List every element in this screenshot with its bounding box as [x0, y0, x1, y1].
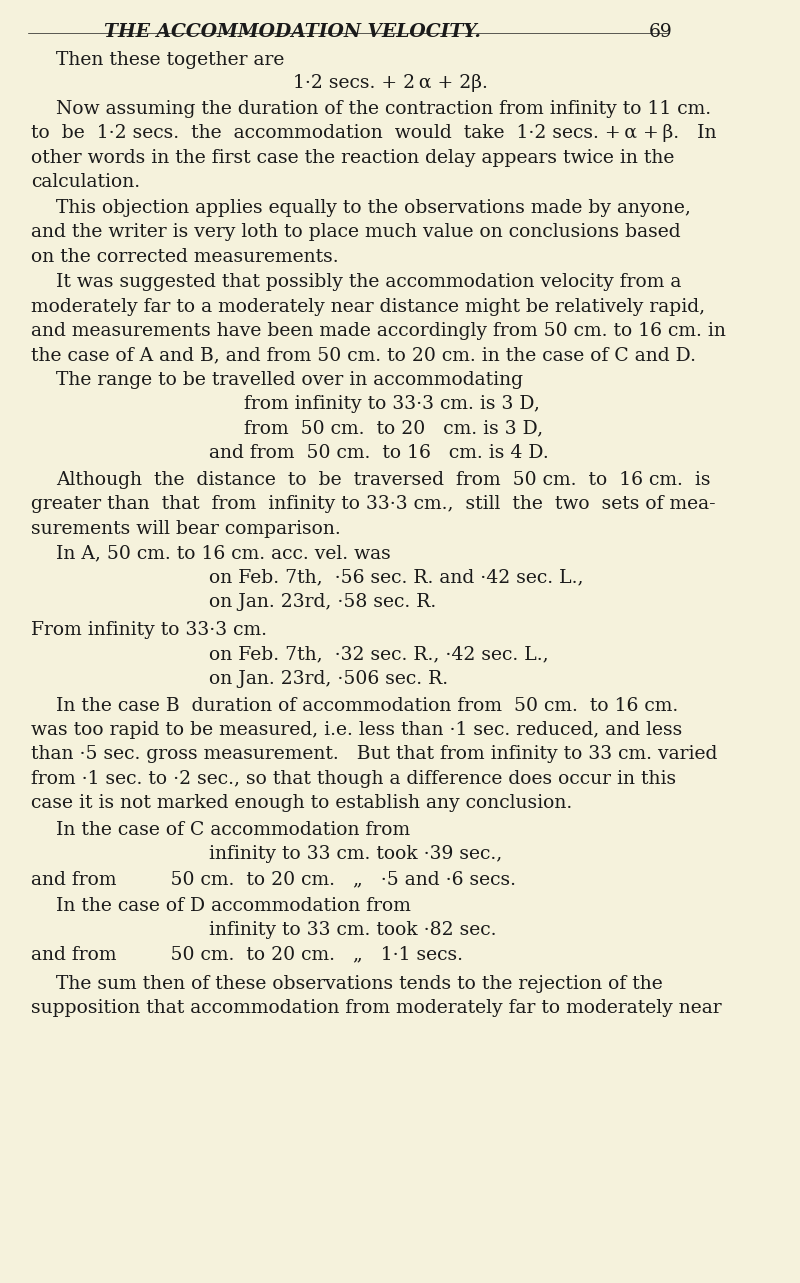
Text: Then these together are: Then these together are [56, 51, 284, 69]
Text: other words in the first case the reaction delay appears twice in the: other words in the first case the reacti… [31, 149, 674, 167]
Text: The range to be travelled over in accommodating: The range to be travelled over in accomm… [56, 371, 522, 389]
Text: supposition that accommodation from moderately far to moderately near: supposition that accommodation from mode… [31, 999, 722, 1017]
Text: to  be  1·2 secs.  the  accommodation  would  take  1·2 secs. + α + β.   In: to be 1·2 secs. the accommodation would … [31, 124, 717, 142]
Text: was too rapid to be measured, i.e. less than ·1 sec. reduced, and less: was too rapid to be measured, i.e. less … [31, 721, 682, 739]
Text: and measurements have been made accordingly from 50 cm. to 16 cm. in: and measurements have been made accordin… [31, 322, 726, 340]
Text: and from         50 cm.  to 20 cm.   „   1·1 secs.: and from 50 cm. to 20 cm. „ 1·1 secs. [31, 946, 463, 964]
Text: surements will bear comparison.: surements will bear comparison. [31, 520, 341, 538]
Text: on the corrected measurements.: on the corrected measurements. [31, 248, 339, 266]
Text: 69: 69 [649, 23, 672, 41]
Text: than ·5 sec. gross measurement.   But that from infinity to 33 cm. varied: than ·5 sec. gross measurement. But that… [31, 745, 718, 763]
Text: From infinity to 33·3 cm.: From infinity to 33·3 cm. [31, 621, 267, 639]
Text: 1·2 secs. + 2 α + 2β.: 1·2 secs. + 2 α + 2β. [293, 74, 488, 92]
Text: It was suggested that possibly the accommodation velocity from a: It was suggested that possibly the accom… [56, 273, 681, 291]
Text: and from         50 cm.  to 20 cm.   „   ·5 and ·6 secs.: and from 50 cm. to 20 cm. „ ·5 and ·6 se… [31, 870, 516, 888]
Text: Now assuming the duration of the contraction from infinity to 11 cm.: Now assuming the duration of the contrac… [56, 100, 711, 118]
Text: greater than  that  from  infinity to 33·3 cm.,  still  the  two  sets of mea-: greater than that from infinity to 33·3 … [31, 495, 716, 513]
Text: The sum then of these observations tends to the rejection of the: The sum then of these observations tends… [56, 975, 662, 993]
Text: on Jan. 23rd, ·58 sec. R.: on Jan. 23rd, ·58 sec. R. [209, 593, 437, 611]
Text: calculation.: calculation. [31, 173, 141, 191]
Text: THE ACCOMMODATION VELOCITY.: THE ACCOMMODATION VELOCITY. [104, 23, 482, 41]
Text: infinity to 33 cm. took ·82 sec.: infinity to 33 cm. took ·82 sec. [209, 921, 497, 939]
Text: In the case of D accommodation from: In the case of D accommodation from [56, 897, 410, 915]
Text: and the writer is very loth to place much value on conclusions based: and the writer is very loth to place muc… [31, 223, 681, 241]
Text: This objection applies equally to the observations made by anyone,: This objection applies equally to the ob… [56, 199, 690, 217]
Text: on Feb. 7th,  ·32 sec. R., ·42 sec. L.,: on Feb. 7th, ·32 sec. R., ·42 sec. L., [209, 645, 549, 663]
Text: on Jan. 23rd, ·506 sec. R.: on Jan. 23rd, ·506 sec. R. [209, 670, 448, 688]
Text: In the case B  duration of accommodation from  50 cm.  to 16 cm.: In the case B duration of accommodation … [56, 697, 678, 715]
Text: from ·1 sec. to ·2 sec., so that though a difference does occur in this: from ·1 sec. to ·2 sec., so that though … [31, 770, 677, 788]
Text: the case of A and B, and from 50 cm. to 20 cm. in the case of C and D.: the case of A and B, and from 50 cm. to … [31, 346, 696, 364]
Text: moderately far to a moderately near distance might be relatively rapid,: moderately far to a moderately near dist… [31, 298, 706, 316]
Text: case it is not marked enough to establish any conclusion.: case it is not marked enough to establis… [31, 794, 573, 812]
Text: Although  the  distance  to  be  traversed  from  50 cm.  to  16 cm.  is: Although the distance to be traversed fr… [56, 471, 710, 489]
Text: on Feb. 7th,  ·56 sec. R. and ·42 sec. L.,: on Feb. 7th, ·56 sec. R. and ·42 sec. L.… [209, 568, 584, 586]
Text: infinity to 33 cm. took ·39 sec.,: infinity to 33 cm. took ·39 sec., [209, 845, 502, 863]
Text: In the case of C accommodation from: In the case of C accommodation from [56, 821, 410, 839]
Text: and from  50 cm.  to 16   cm. is 4 D.: and from 50 cm. to 16 cm. is 4 D. [209, 444, 549, 462]
Text: from infinity to 33·3 cm. is 3 D,: from infinity to 33·3 cm. is 3 D, [244, 395, 540, 413]
Text: from  50 cm.  to 20   cm. is 3 D,: from 50 cm. to 20 cm. is 3 D, [244, 420, 543, 438]
Text: In A, 50 cm. to 16 cm. acc. vel. was: In A, 50 cm. to 16 cm. acc. vel. was [56, 544, 390, 562]
